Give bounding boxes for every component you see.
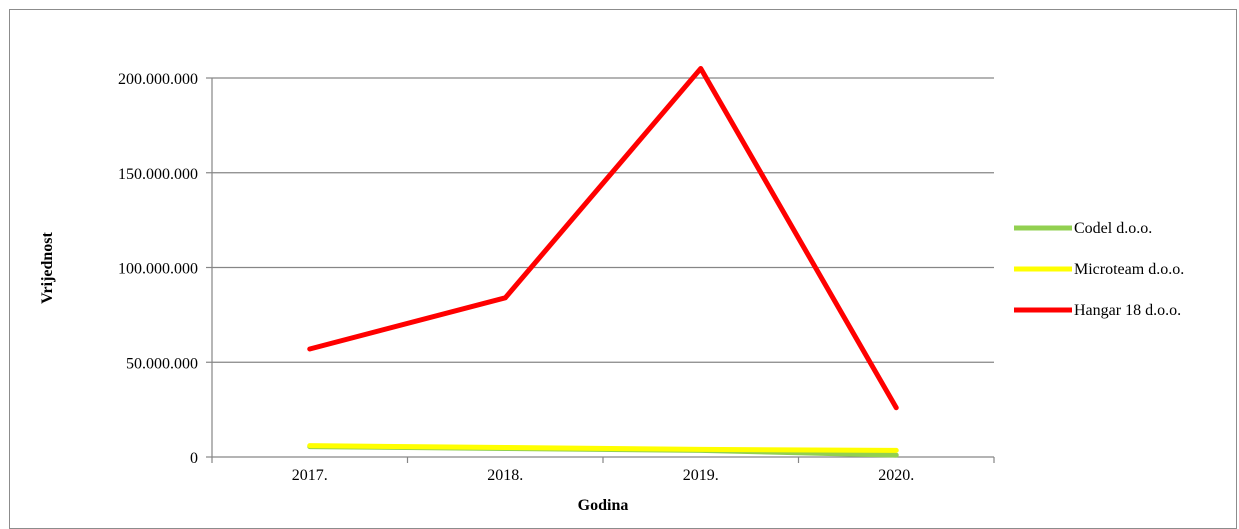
legend-item: Hangar 18 d.o.o.	[1014, 302, 1181, 319]
x-tick-label: 2019.	[683, 467, 719, 484]
y-tick-label: 100.000.000	[118, 261, 198, 278]
series-line-2	[310, 69, 897, 408]
line-chart: 0 50.000.000 100.000.000 150.000.000 200.000…	[0, 0, 1239, 512]
axes: 0 50.000.000 100.000.000 150.000.000 200.000…	[118, 71, 994, 484]
x-tick-label: 2018.	[487, 467, 523, 484]
y-tick-label: 150.000.000	[118, 166, 198, 183]
gridlines	[212, 78, 994, 362]
legend-label: Microteam d.o.o.	[1074, 261, 1184, 278]
y-tick-label: 50.000.000	[126, 355, 198, 372]
y-tick-label: 200.000.000	[118, 71, 198, 88]
legend-label: Hangar 18 d.o.o.	[1074, 302, 1181, 319]
x-tick-label: 2017.	[292, 467, 328, 484]
x-tick-label: 2020.	[878, 467, 914, 484]
legend-label: Codel d.o.o.	[1074, 220, 1152, 237]
y-axis-title: Vrijednost	[39, 231, 56, 303]
legend-item: Codel d.o.o.	[1014, 220, 1152, 237]
legend: Codel d.o.o. Microteam d.o.o. Hangar 18 d.…	[1014, 220, 1184, 319]
y-tick-label: 0	[190, 450, 198, 467]
series-lines	[310, 68, 897, 455]
x-axis-title: Godina	[578, 497, 629, 512]
legend-item: Microteam d.o.o.	[1014, 261, 1184, 278]
